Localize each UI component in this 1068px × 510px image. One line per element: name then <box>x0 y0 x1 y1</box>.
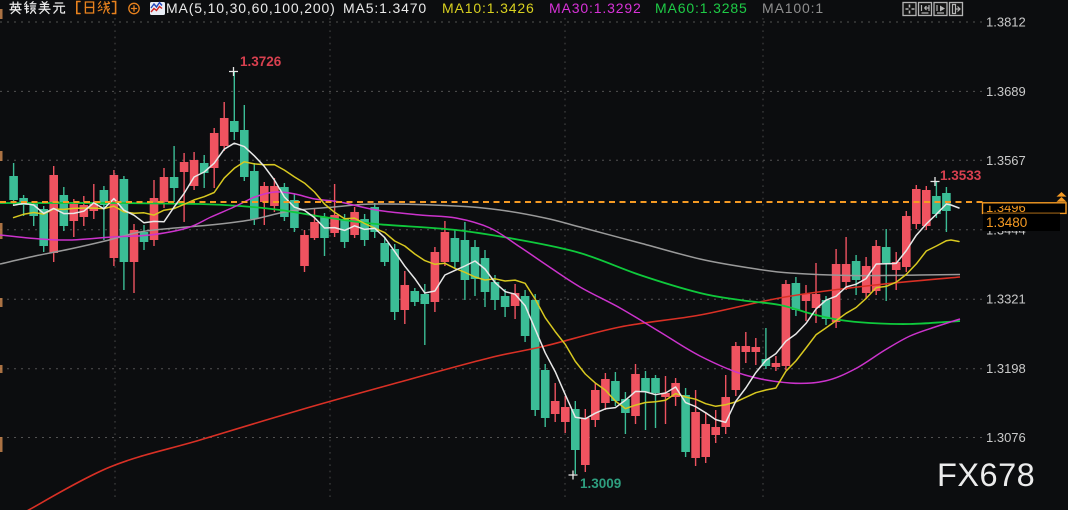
svg-text:MA60:1.3285: MA60:1.3285 <box>655 0 748 16</box>
svg-text:1.3496: 1.3496 <box>986 200 1026 215</box>
svg-text:1.3480: 1.3480 <box>986 215 1027 230</box>
svg-text:1.3321: 1.3321 <box>986 292 1026 307</box>
svg-text:MA10:1.3426: MA10:1.3426 <box>442 0 535 16</box>
svg-text:FX678: FX678 <box>937 457 1035 493</box>
svg-text:1.3076: 1.3076 <box>986 430 1026 445</box>
svg-text:MA100:1: MA100:1 <box>762 0 824 16</box>
svg-text:1.3009: 1.3009 <box>580 476 621 491</box>
svg-text:1.3567: 1.3567 <box>986 153 1026 168</box>
svg-text:1.3444: 1.3444 <box>986 222 1026 237</box>
svg-text:1.3726: 1.3726 <box>240 54 282 69</box>
svg-text:1.3812: 1.3812 <box>986 15 1026 30</box>
svg-text:1.3198: 1.3198 <box>986 361 1026 376</box>
svg-text:MA30:1.3292: MA30:1.3292 <box>549 0 642 16</box>
svg-text:MA5:1.3470: MA5:1.3470 <box>343 0 427 16</box>
svg-text:1.3533: 1.3533 <box>940 168 982 183</box>
svg-text:MA(5,10,30,60,100,200): MA(5,10,30,60,100,200) <box>166 0 336 16</box>
svg-text:1.3689: 1.3689 <box>986 84 1026 99</box>
